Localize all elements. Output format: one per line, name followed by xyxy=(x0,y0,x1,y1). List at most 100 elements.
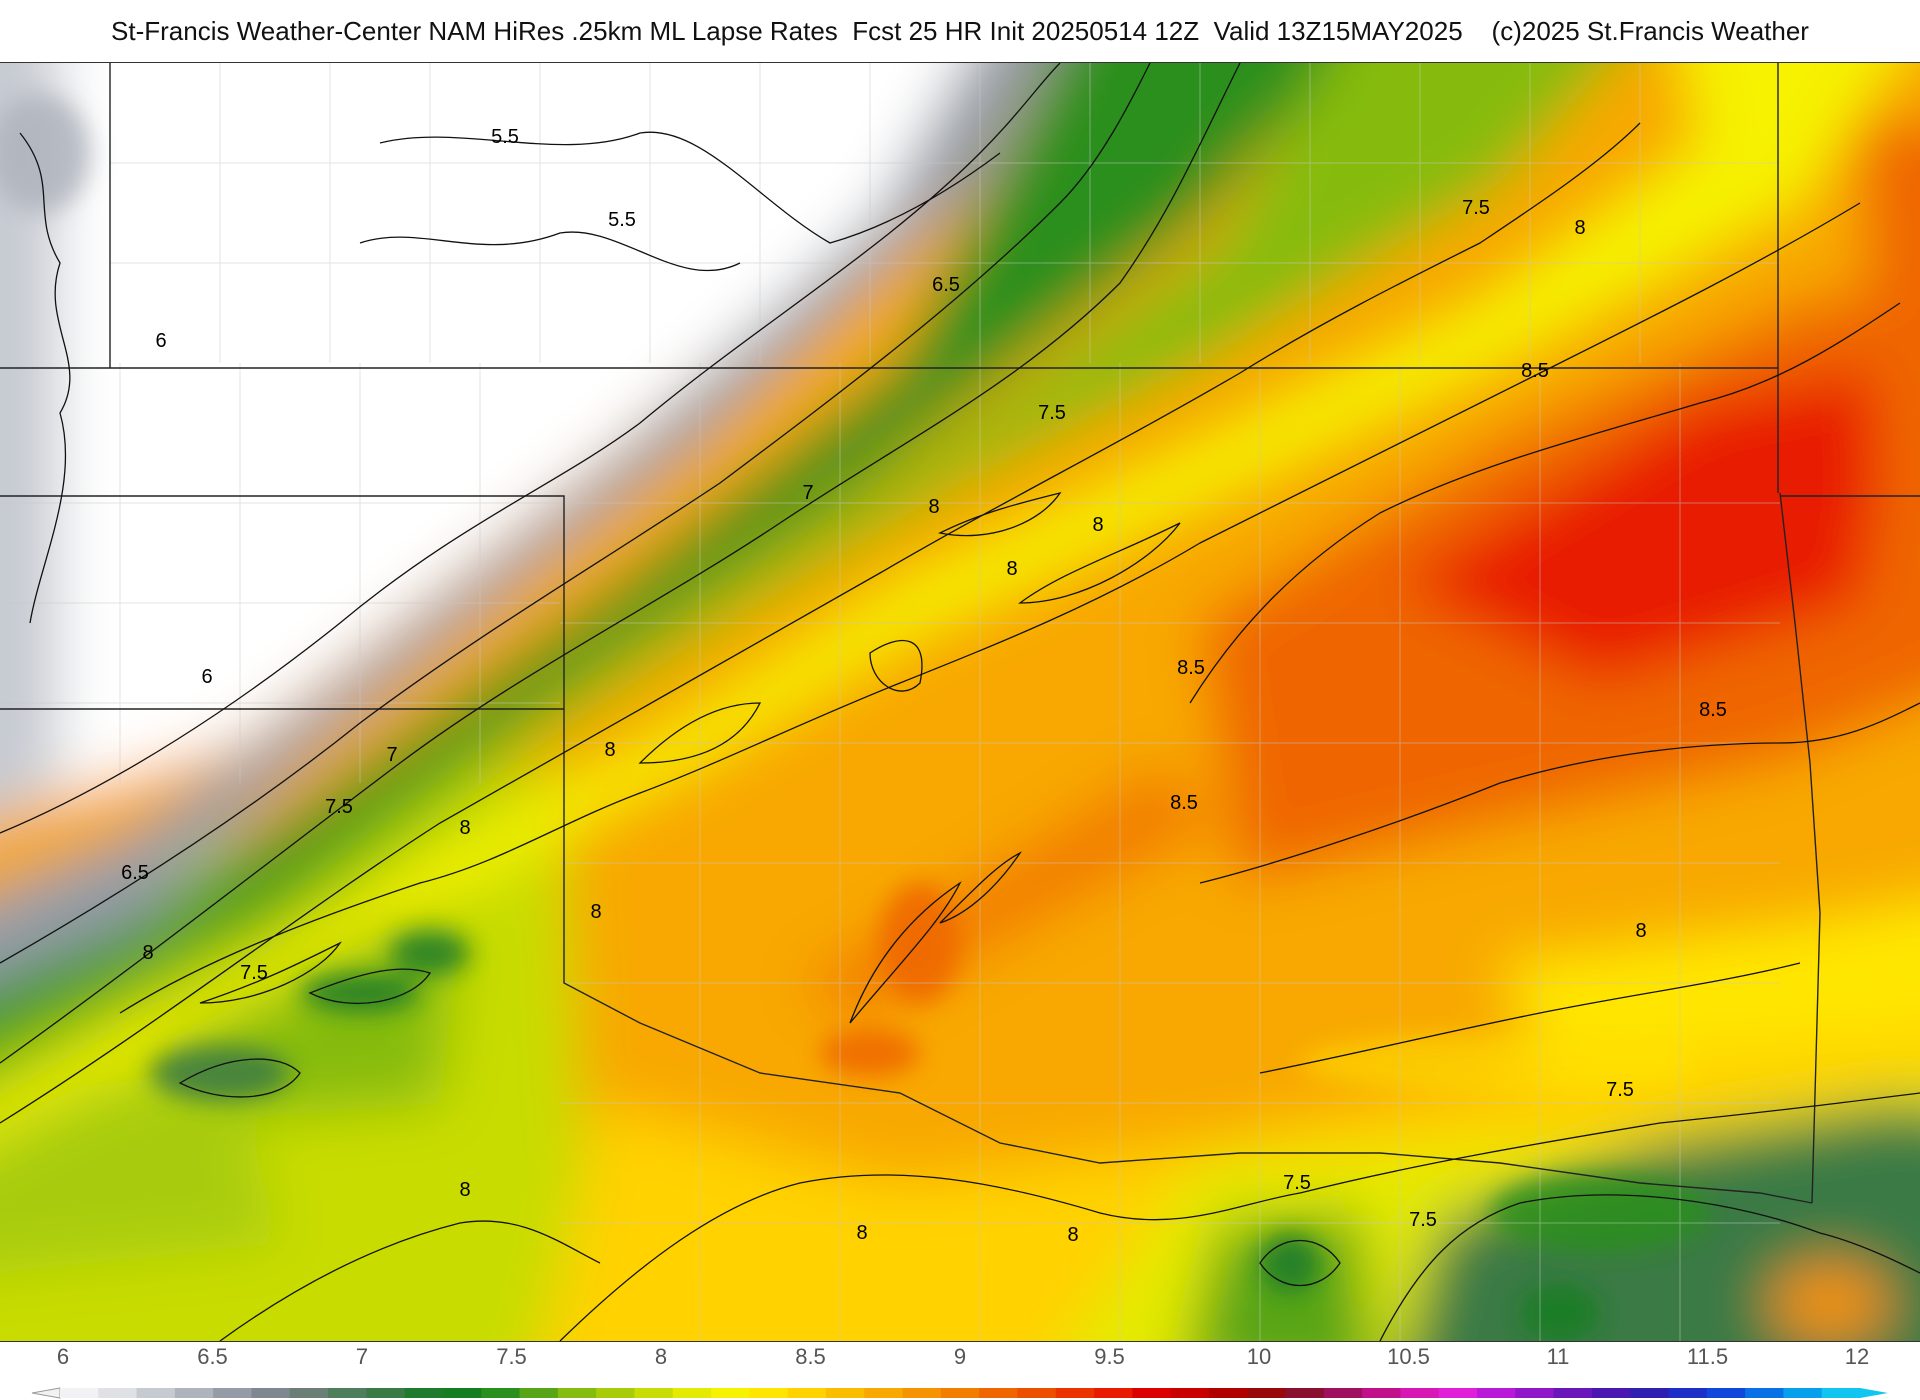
colorbar-swatch xyxy=(787,1388,827,1398)
colorbar-swatch xyxy=(1017,1388,1057,1398)
colorbar-swatch xyxy=(1132,1388,1172,1398)
colorbar-swatch xyxy=(519,1388,559,1398)
colorbar-swatch xyxy=(1323,1388,1363,1398)
colorbar-swatch xyxy=(1630,1388,1670,1398)
colorbar-swatch xyxy=(557,1388,597,1398)
colorbar-tick-label: 12 xyxy=(1844,1344,1870,1369)
colorbar-swatch xyxy=(596,1388,635,1398)
contour-label: 6.5 xyxy=(932,274,960,296)
colorbar-swatch xyxy=(1477,1388,1516,1398)
colorbar-tick-label: 8 xyxy=(654,1344,668,1369)
contour-label: 7.5 xyxy=(1606,1079,1634,1101)
colorbar-swatch xyxy=(1055,1388,1095,1398)
state-boundaries xyxy=(0,63,1920,1204)
colorbar-tick-label: 8.5 xyxy=(795,1344,826,1369)
contour-label: 5.5 xyxy=(491,126,519,148)
contour-label: 8 xyxy=(1574,217,1585,239)
contour-labels: 5.5 5.5 6 6.5 7.5 8 8.5 7.5 7 8 8 8 6 8.5 8.5 8 7 7.5 8 8.5… xyxy=(121,126,1727,1246)
colorbar-swatch xyxy=(1515,1388,1555,1398)
colorbar-tick-label: 10.5 xyxy=(1387,1344,1430,1369)
colorbar-swatch xyxy=(1668,1388,1708,1398)
colorbar-tick-label: 7 xyxy=(355,1344,369,1369)
colorbar-swatch xyxy=(1094,1388,1133,1398)
colorbar-tick-label: 9.5 xyxy=(1094,1344,1125,1369)
contour-label: 8.5 xyxy=(1170,792,1198,814)
colorbar-swatch xyxy=(1400,1388,1440,1398)
colorbar-tick-label: 10 xyxy=(1246,1344,1272,1369)
contour-label: 8 xyxy=(142,942,153,964)
colorbar xyxy=(31,1387,1888,1399)
contour-label: 5.5 xyxy=(608,209,636,231)
contour-label: 6 xyxy=(155,330,166,352)
colorbar-swatch xyxy=(864,1388,904,1398)
colorbar-swatch xyxy=(289,1388,329,1398)
contour-label: 7.5 xyxy=(1462,197,1490,219)
colorbar-tick-label: 6.5 xyxy=(197,1344,228,1369)
contour-label: 8 xyxy=(604,739,615,761)
colorbar-swatch xyxy=(174,1388,214,1398)
contour-label: 6.5 xyxy=(121,862,149,884)
colorbar-swatch xyxy=(404,1388,444,1398)
contour-label: 8 xyxy=(459,817,470,839)
colorbar-swatch xyxy=(1208,1388,1248,1398)
colorbar-swatch xyxy=(1362,1388,1401,1398)
contour-label: 8.5 xyxy=(1177,657,1205,679)
colorbar-swatch xyxy=(672,1388,712,1398)
contour-label: 7.5 xyxy=(1038,402,1066,424)
colorbar-swatch xyxy=(711,1388,750,1398)
contour-label: 6 xyxy=(201,666,212,688)
color-fill-layer xyxy=(0,63,1920,1341)
lapse-rate-map[interactable]: 5.5 5.5 6 6.5 7.5 8 8.5 7.5 7 8 8 8 6 8.5 8.5 8 7 7.5 8 8.5… xyxy=(0,62,1920,1342)
colorbar-max-arrow xyxy=(1860,1388,1888,1398)
colorbar-swatch xyxy=(1745,1388,1784,1398)
colorbar-swatch xyxy=(98,1388,138,1398)
colorbar-swatch xyxy=(1285,1388,1325,1398)
colorbar-swatch xyxy=(136,1388,176,1398)
colorbar-swatch xyxy=(1438,1388,1478,1398)
contour-label: 8 xyxy=(928,496,939,518)
contour-label: 8.5 xyxy=(1521,360,1549,382)
contour-label: 8 xyxy=(856,1222,867,1244)
contour-label: 8 xyxy=(590,901,601,923)
colorbar-tick-label: 7.5 xyxy=(496,1344,527,1369)
contour-label: 8 xyxy=(1067,1224,1078,1246)
colorbar-tick-label: 9 xyxy=(953,1344,967,1369)
colorbar-tick-label: 6 xyxy=(56,1344,70,1369)
colorbar-swatch xyxy=(251,1388,291,1398)
contour-label: 7.5 xyxy=(240,962,268,984)
colorbar-swatch xyxy=(1821,1388,1861,1398)
map-title: St-Francis Weather-Center NAM HiRes .25k… xyxy=(111,15,1809,46)
contour-label: 8.5 xyxy=(1699,699,1727,721)
county-boundaries xyxy=(0,63,1780,1341)
colorbar-swatch xyxy=(979,1388,1018,1398)
colorbar-min-arrow xyxy=(31,1387,61,1399)
contour-label: 8 xyxy=(459,1179,470,1201)
colorbar-swatch xyxy=(481,1388,521,1398)
map-canvas: 5.5 5.5 6 6.5 7.5 8 8.5 7.5 7 8 8 8 6 8.5 8.5 8 7 7.5 8 8.5… xyxy=(0,63,1920,1341)
colorbar-swatch xyxy=(213,1388,252,1398)
colorbar-swatch xyxy=(634,1388,674,1398)
colorbar-swatch xyxy=(749,1388,789,1398)
colorbar-swatch xyxy=(825,1388,865,1398)
colorbar-swatch xyxy=(442,1388,482,1398)
colorbar-swatch xyxy=(1591,1388,1631,1398)
colorbar-swatch xyxy=(1553,1388,1593,1398)
colorbar-tick-label: 11 xyxy=(1546,1344,1570,1369)
colorbar-swatch xyxy=(1247,1388,1287,1398)
contour-label: 7.5 xyxy=(1283,1172,1311,1194)
colorbar-swatch xyxy=(1783,1388,1823,1398)
contour-label: 8 xyxy=(1006,558,1017,580)
contour-label: 7.5 xyxy=(1409,1209,1437,1231)
contour-label: 7 xyxy=(802,482,813,504)
colorbar-swatch xyxy=(60,1388,99,1398)
colorbar-swatch xyxy=(1170,1388,1210,1398)
contour-label: 7 xyxy=(386,744,397,766)
contour-lines xyxy=(0,63,1920,1341)
contour-label: 8 xyxy=(1635,920,1646,942)
colorbar-swatch xyxy=(1706,1388,1746,1398)
contour-label: 8 xyxy=(1092,514,1103,536)
colorbar-swatch xyxy=(902,1388,942,1398)
contour-label: 7.5 xyxy=(325,796,353,818)
colorbar-swatch xyxy=(366,1388,406,1398)
colorbar-swatch xyxy=(328,1388,367,1398)
